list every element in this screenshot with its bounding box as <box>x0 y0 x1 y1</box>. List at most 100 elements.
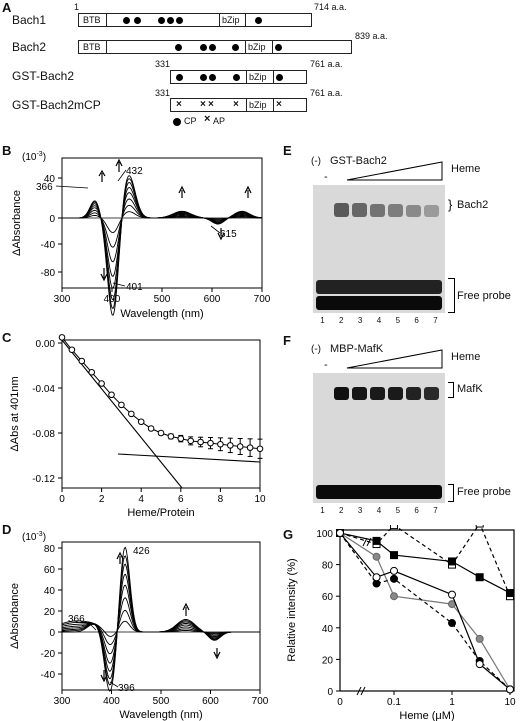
lane-number: 5 <box>395 316 401 325</box>
lane-number: 4 <box>376 316 382 325</box>
titration-point <box>98 380 105 387</box>
panel-c-ytick: -0.08 <box>32 429 55 440</box>
panel-g-ytick: 100 <box>316 529 333 540</box>
series-point <box>390 574 398 583</box>
cp-dot <box>167 17 174 24</box>
panel-g-xlabel: Heme (μM) <box>399 710 454 721</box>
gst-bach2mcp-start: 331 <box>155 88 171 98</box>
panel-e-letter: E <box>283 143 292 158</box>
panel-f-bracket-1 <box>448 382 454 398</box>
ap-mark: × <box>200 99 206 110</box>
panel-b-xticks: 300 400 500 600 700 <box>54 288 271 305</box>
panel-d-letter: D <box>2 522 12 537</box>
lane-number: 1 <box>320 316 325 325</box>
panel-e-heme-wedge <box>346 161 443 181</box>
cp-dot <box>176 74 183 81</box>
bach2-band <box>370 204 385 217</box>
cp-legend-label: CP <box>184 116 197 126</box>
panel-c-ytick: -0.04 <box>32 384 55 395</box>
mafk-band <box>352 387 367 400</box>
panel-g-ytick: 0 <box>327 687 333 698</box>
spectrum-curve <box>62 182 262 301</box>
panel-d-ytick: 40 <box>44 586 56 597</box>
annotation-366: 366 <box>36 182 53 193</box>
panel-c-plateau-line <box>117 453 261 463</box>
panel-d-ytick: 20 <box>44 607 56 618</box>
spectrum-curve <box>62 546 260 692</box>
gst-bach2-start: 331 <box>155 59 171 69</box>
panel-g-ylabel: Relative intensity (%) <box>286 558 298 661</box>
panel-g-xtick: 0.1 <box>387 697 401 708</box>
titration-point <box>58 334 66 341</box>
panel-b-annotations: 366 432 615 401 <box>36 166 237 293</box>
panel-c-xtick: 10 <box>254 494 266 505</box>
bach2-bar: BTB bZip <box>78 40 352 54</box>
series-line <box>339 532 511 594</box>
panel-d-frame <box>61 541 261 691</box>
panel-b-ylabel: ΔAbsorbance <box>11 190 23 256</box>
series-point <box>390 592 398 601</box>
panel-e-gel <box>313 185 445 313</box>
bach1-bar: BTB bZip <box>78 13 312 27</box>
panel-f-heme-wedge <box>346 349 443 369</box>
titration-point <box>78 357 86 365</box>
free-probe-band <box>316 280 442 294</box>
mafk-band <box>388 387 403 400</box>
panel-c-xtick: 4 <box>138 494 144 505</box>
titration-point <box>246 444 254 451</box>
panel-g-ytick: 40 <box>322 624 334 635</box>
bach2-band <box>406 205 421 217</box>
bzip-domain: bZip <box>249 100 267 110</box>
gst-bach2-bar: bZip <box>170 70 307 84</box>
panel-c-xlabel: Heme/Protein <box>127 507 194 519</box>
panel-b-exp: (10-3) <box>22 151 46 163</box>
panel-d-spectra <box>61 546 260 692</box>
series-line <box>339 525 511 597</box>
titration-point <box>256 445 264 453</box>
lane-number: 3 <box>357 506 363 515</box>
bzip-domain: bZip <box>222 15 240 25</box>
panel-f-title: MBP-MafK <box>330 343 384 355</box>
panel-e-neg-label: (-) <box>311 156 321 167</box>
panel-d-xlabel: Wavelength (nm) <box>119 709 202 721</box>
free-probe-band <box>316 296 442 310</box>
panel-c-chart: 0.00 -0.04 -0.08 -0.12 0 2 4 6 8 10 Heme… <box>9 334 266 519</box>
gst-bach2-label: GST-Bach2 <box>12 69 75 83</box>
panel-c-initial-slope-line <box>61 339 183 489</box>
titration-point <box>108 391 115 399</box>
panel-c-xticks: 0 2 4 6 8 10 <box>59 488 266 505</box>
titration-point <box>147 425 155 432</box>
series-point <box>475 573 484 582</box>
titration-point <box>197 438 204 446</box>
gst-bach2mcp-end: 761 a.a. <box>310 88 343 98</box>
panel-e-bracket-1: } <box>448 197 453 212</box>
bach2-end: 839 a.a. <box>355 31 388 41</box>
mafk-band <box>334 387 349 400</box>
titration-point <box>207 439 214 447</box>
titration-point <box>137 418 145 426</box>
cp-dot <box>200 44 207 51</box>
panel-g-frame <box>339 529 515 692</box>
panel-g-xtick: 0 <box>337 697 343 708</box>
annotation-401: 401 <box>126 282 143 293</box>
panel-b-ytick: -80 <box>41 268 56 279</box>
panel-b-xtick: 700 <box>254 294 271 305</box>
btb-domain: BTB <box>83 15 101 25</box>
panel-d-exp: (10-3) <box>22 531 46 543</box>
panel-b-xtick: 600 <box>204 294 221 305</box>
panel-d-xtick: 700 <box>252 696 269 707</box>
cp-dot <box>200 74 207 81</box>
cp-dot <box>209 74 216 81</box>
panel-d-ytick: 60 <box>44 565 56 576</box>
lane-number: 5 <box>395 506 401 515</box>
bach2-band <box>334 203 349 217</box>
titration-point <box>88 368 95 376</box>
panel-b-frame <box>61 157 263 289</box>
titration-point <box>187 437 194 445</box>
titration-point <box>157 429 165 437</box>
panel-e-dash: - <box>324 171 328 183</box>
bzip-domain: bZip <box>248 42 266 52</box>
panel-f-heme-label: Heme <box>451 351 481 363</box>
bach2-band <box>352 203 367 217</box>
series-point <box>372 573 381 582</box>
